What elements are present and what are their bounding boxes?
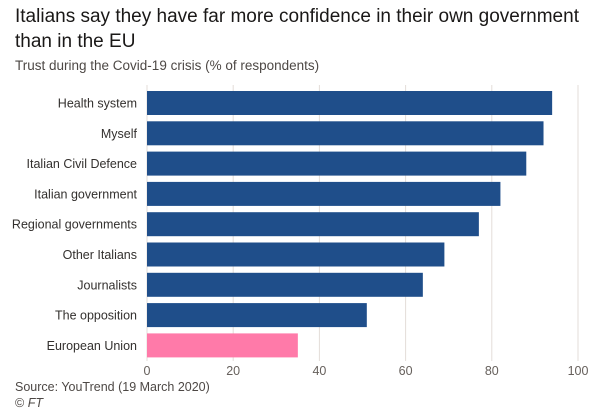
- x-tick-labels: 0 20 40 60 80 100: [144, 364, 589, 378]
- x-tick-label: 100: [568, 364, 589, 378]
- x-tick-label: 60: [399, 364, 413, 378]
- bar-journalists: [147, 272, 423, 297]
- bar-the-opposition: [147, 303, 367, 328]
- category-label: Health system: [58, 97, 137, 111]
- category-label: European Union: [47, 339, 137, 353]
- bar-european-union: [147, 333, 298, 358]
- source-note: Source: YouTrend (19 March 2020): [15, 380, 210, 394]
- bar-regional-governments: [147, 212, 479, 237]
- x-tick-label: 0: [144, 364, 151, 378]
- category-label: Other Italians: [63, 248, 137, 262]
- category-label: Journalists: [77, 278, 137, 292]
- bar-chart: Health system Myself Italian Civil Defence…: [12, 85, 589, 378]
- category-label: The opposition: [55, 309, 137, 323]
- bar-italian-government: [147, 181, 501, 206]
- x-tick-label: 40: [312, 364, 326, 378]
- category-label: Italian government: [34, 187, 137, 201]
- category-labels: Health system Myself Italian Civil Defence…: [12, 97, 138, 353]
- category-label: Italian Civil Defence: [27, 157, 138, 171]
- bars: [147, 91, 553, 358]
- credit-text: FT: [24, 396, 43, 410]
- x-tick-label: 20: [226, 364, 240, 378]
- x-tick-label: 80: [485, 364, 499, 378]
- bar-health-system: [147, 91, 553, 115]
- chart-subtitle: Trust during the Covid-19 crisis (% of r…: [15, 58, 320, 73]
- category-label: Myself: [101, 127, 138, 141]
- copyright-symbol: ©: [15, 396, 25, 410]
- bar-italian-civil-defence: [147, 151, 527, 176]
- chart-title: Italians say they have far more confiden…: [15, 6, 579, 52]
- ft-credit: © FT: [15, 396, 43, 410]
- category-label: Regional governments: [12, 218, 137, 232]
- bar-myself: [147, 121, 544, 146]
- bar-other-italians: [147, 242, 445, 267]
